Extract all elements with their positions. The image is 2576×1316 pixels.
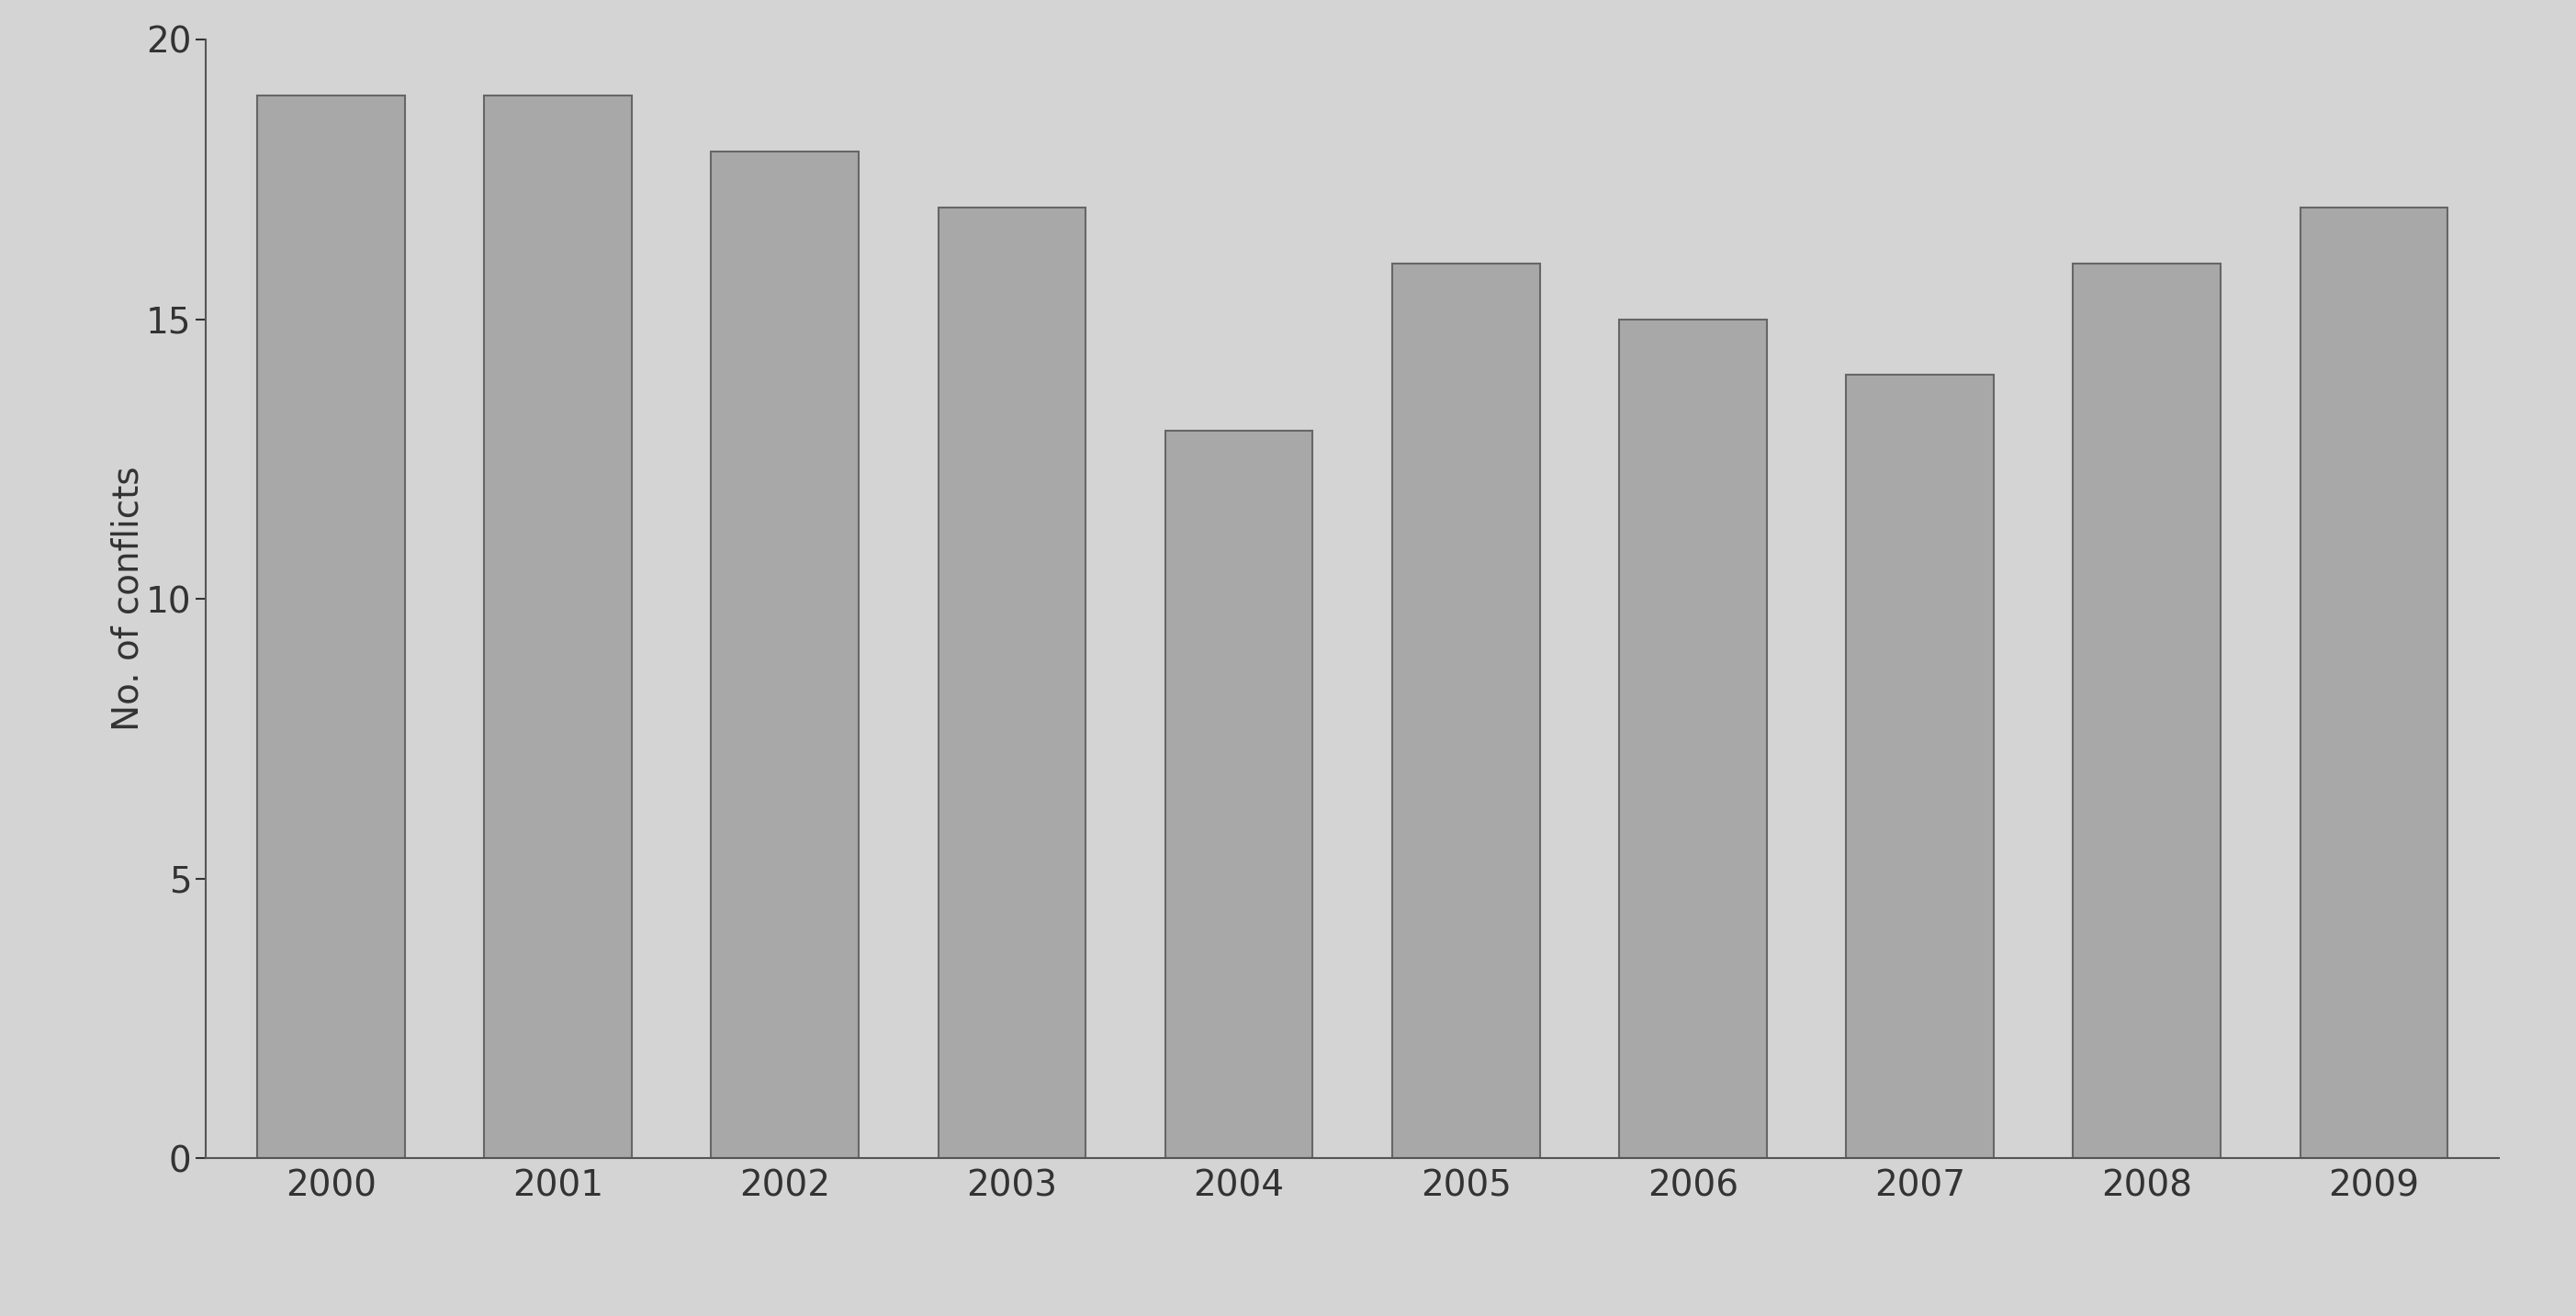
Bar bbox=[258, 96, 404, 1158]
Bar bbox=[1847, 375, 1994, 1158]
Bar bbox=[711, 151, 858, 1158]
Bar bbox=[1164, 432, 1314, 1158]
Bar bbox=[2074, 263, 2221, 1158]
Bar bbox=[1391, 263, 1540, 1158]
Bar bbox=[2300, 208, 2447, 1158]
Y-axis label: No. of conflicts: No. of conflicts bbox=[111, 466, 144, 732]
Bar bbox=[484, 96, 631, 1158]
Bar bbox=[1620, 320, 1767, 1158]
Bar bbox=[938, 208, 1084, 1158]
